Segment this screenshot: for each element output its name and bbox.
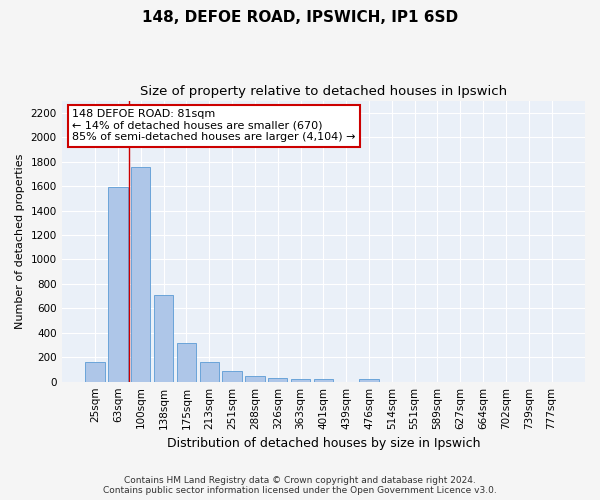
Text: Contains HM Land Registry data © Crown copyright and database right 2024.
Contai: Contains HM Land Registry data © Crown c…: [103, 476, 497, 495]
Bar: [108, 188, 128, 382]
X-axis label: Distribution of detached houses by size in Ipswich: Distribution of detached houses by size …: [167, 437, 480, 450]
Text: 148 DEFOE ROAD: 81sqm
← 14% of detached houses are smaller (670)
85% of semi-det: 148 DEFOE ROAD: 81sqm ← 14% of detached …: [72, 109, 356, 142]
Bar: [131, 166, 151, 382]
Bar: [177, 343, 196, 382]
Y-axis label: Number of detached properties: Number of detached properties: [15, 154, 25, 329]
Bar: [200, 362, 219, 382]
Bar: [268, 378, 287, 382]
Bar: [291, 379, 310, 382]
Title: Size of property relative to detached houses in Ipswich: Size of property relative to detached ho…: [140, 85, 507, 98]
Bar: [223, 370, 242, 382]
Bar: [245, 376, 265, 382]
Bar: [359, 379, 379, 382]
Bar: [154, 295, 173, 382]
Bar: [85, 362, 105, 382]
Text: 148, DEFOE ROAD, IPSWICH, IP1 6SD: 148, DEFOE ROAD, IPSWICH, IP1 6SD: [142, 10, 458, 25]
Bar: [314, 379, 333, 382]
